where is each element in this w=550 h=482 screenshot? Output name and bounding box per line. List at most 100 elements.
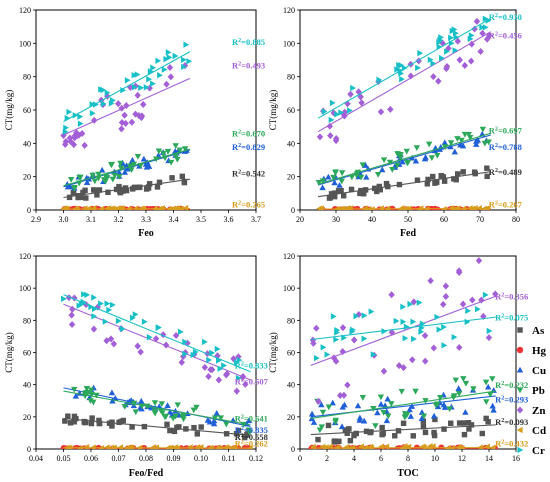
point-zn xyxy=(118,118,126,127)
point-pb xyxy=(111,173,118,179)
point-pb xyxy=(434,401,441,408)
point-cr xyxy=(441,323,447,331)
legend-label-cr: Cr xyxy=(532,445,545,457)
point-zn xyxy=(388,291,395,299)
point-zn xyxy=(205,372,212,380)
point-pb xyxy=(357,174,365,181)
fit-line-pb xyxy=(63,148,191,187)
point-pb xyxy=(359,162,366,169)
point-cu xyxy=(383,417,391,424)
point-as xyxy=(425,176,431,183)
x-tick-label: 2.9 xyxy=(31,215,41,224)
point-zn xyxy=(459,300,467,308)
point-cr xyxy=(190,351,197,359)
fit-line-cu xyxy=(63,149,191,188)
point-cr xyxy=(330,313,337,320)
point-pb xyxy=(316,427,324,434)
r2-label-zn: R2=0.456 xyxy=(489,30,522,40)
point-pb xyxy=(172,153,180,160)
point-zn xyxy=(118,125,125,133)
point-as xyxy=(331,438,338,444)
point-as xyxy=(169,175,175,181)
point-cr xyxy=(202,338,208,346)
point-pb xyxy=(487,391,494,398)
point-zn xyxy=(115,100,122,108)
y-tick-label: 120 xyxy=(283,6,295,15)
y-tick-label: 0 xyxy=(291,206,295,215)
point-pb xyxy=(377,394,385,401)
r2-label-cr: R2=0.885 xyxy=(232,37,265,47)
point-cu xyxy=(363,173,370,180)
point-cr xyxy=(182,350,189,358)
r2-label-as: R2=0.558 xyxy=(235,432,268,442)
point-cr xyxy=(155,324,162,331)
point-cr xyxy=(134,71,141,78)
point-cu xyxy=(138,405,145,412)
point-pb xyxy=(481,140,489,147)
point-pb xyxy=(93,392,100,399)
point-pb xyxy=(91,178,99,185)
point-zn xyxy=(166,63,174,72)
point-cu xyxy=(406,406,413,413)
point-cr xyxy=(464,318,471,326)
point-cr xyxy=(182,338,188,346)
point-as xyxy=(181,178,188,185)
point-pb xyxy=(470,386,477,392)
point-cr xyxy=(347,107,353,114)
x-axis-label: TOC xyxy=(397,468,419,479)
point-pb xyxy=(332,169,339,176)
point-cr xyxy=(143,84,150,91)
point-as xyxy=(77,194,84,201)
point-cr xyxy=(183,41,190,48)
point-pb xyxy=(461,131,469,138)
point-pb xyxy=(176,147,184,154)
point-cr xyxy=(98,300,104,307)
point-cu xyxy=(121,169,129,175)
point-cu xyxy=(166,408,174,415)
point-cu xyxy=(204,417,212,423)
point-cu xyxy=(341,401,348,408)
point-pb xyxy=(338,170,346,177)
y-tick-label: 60 xyxy=(23,349,31,358)
r2-label-as: R2=0.093 xyxy=(495,417,528,427)
y-tick-label: 60 xyxy=(23,106,31,115)
x-tick-label: 2 xyxy=(325,454,329,463)
point-cr xyxy=(321,108,328,115)
x-tick-label: 60 xyxy=(440,215,448,224)
point-as xyxy=(179,173,186,180)
point-as xyxy=(96,420,102,427)
point-zn xyxy=(134,91,141,99)
point-pb xyxy=(485,139,492,146)
point-as xyxy=(346,426,352,432)
point-zn xyxy=(456,56,463,64)
point-pb xyxy=(151,410,159,417)
point-cr xyxy=(417,49,424,57)
point-cr xyxy=(181,56,187,64)
point-as xyxy=(420,423,427,430)
point-as xyxy=(377,187,383,193)
point-cr xyxy=(104,89,111,96)
point-cu xyxy=(155,152,162,158)
legend-label-zn: Zn xyxy=(532,405,545,417)
x-tick-label: 14 xyxy=(485,454,493,463)
r2-label-cu: R2=0.829 xyxy=(232,142,265,152)
y-tick-label: 20 xyxy=(23,173,31,182)
point-as xyxy=(431,429,437,436)
point-cr xyxy=(482,291,489,299)
point-zn xyxy=(409,356,416,364)
y-tick-label: 120 xyxy=(19,252,31,261)
point-cr xyxy=(146,76,152,83)
point-zn xyxy=(316,133,324,141)
point-as xyxy=(67,420,74,426)
point-as xyxy=(223,431,230,437)
point-cr xyxy=(381,328,388,335)
point-as xyxy=(376,183,383,190)
point-cr xyxy=(400,303,407,311)
legend-label-pb: Pb xyxy=(532,385,545,397)
plot-area xyxy=(308,257,499,449)
point-cu xyxy=(418,409,426,415)
y-axis-label: CT(mg/kg) xyxy=(4,332,14,373)
point-as xyxy=(347,437,354,444)
point-as xyxy=(117,189,124,196)
x-tick-label: 70 xyxy=(476,215,484,224)
